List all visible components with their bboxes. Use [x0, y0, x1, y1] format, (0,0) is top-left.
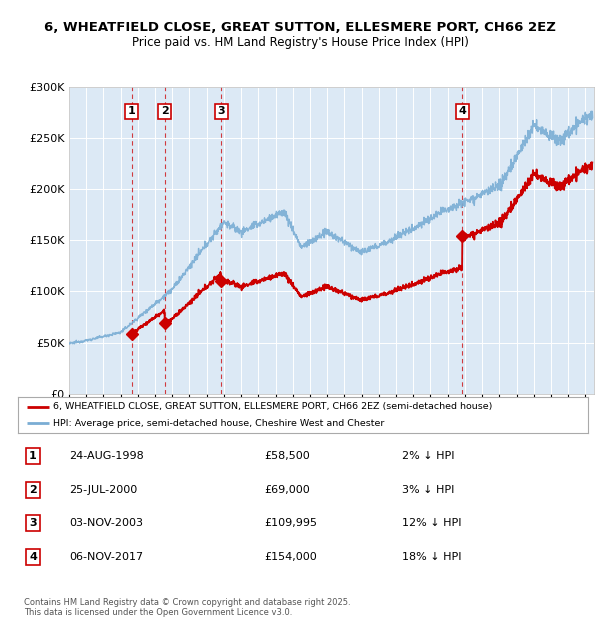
Text: £69,000: £69,000	[264, 485, 310, 495]
Text: This data is licensed under the Open Government Licence v3.0.: This data is licensed under the Open Gov…	[24, 608, 292, 617]
Text: 2: 2	[29, 485, 37, 495]
Text: £109,995: £109,995	[264, 518, 317, 528]
Text: HPI: Average price, semi-detached house, Cheshire West and Chester: HPI: Average price, semi-detached house,…	[53, 418, 385, 428]
Text: £58,500: £58,500	[264, 451, 310, 461]
Text: 18% ↓ HPI: 18% ↓ HPI	[402, 552, 461, 562]
Text: 4: 4	[458, 107, 466, 117]
Text: 3: 3	[217, 107, 225, 117]
Text: 2% ↓ HPI: 2% ↓ HPI	[402, 451, 455, 461]
Text: 1: 1	[128, 107, 136, 117]
Text: 3% ↓ HPI: 3% ↓ HPI	[402, 485, 454, 495]
Text: 6, WHEATFIELD CLOSE, GREAT SUTTON, ELLESMERE PORT, CH66 2EZ (semi-detached house: 6, WHEATFIELD CLOSE, GREAT SUTTON, ELLES…	[53, 402, 493, 411]
Text: 3: 3	[29, 518, 37, 528]
Text: 1: 1	[29, 451, 37, 461]
Text: 03-NOV-2003: 03-NOV-2003	[69, 518, 143, 528]
Text: 2: 2	[161, 107, 169, 117]
Text: 12% ↓ HPI: 12% ↓ HPI	[402, 518, 461, 528]
Text: 24-AUG-1998: 24-AUG-1998	[69, 451, 144, 461]
Text: Contains HM Land Registry data © Crown copyright and database right 2025.: Contains HM Land Registry data © Crown c…	[24, 598, 350, 607]
Text: £154,000: £154,000	[264, 552, 317, 562]
Text: 4: 4	[29, 552, 37, 562]
Text: 06-NOV-2017: 06-NOV-2017	[69, 552, 143, 562]
Text: 6, WHEATFIELD CLOSE, GREAT SUTTON, ELLESMERE PORT, CH66 2EZ: 6, WHEATFIELD CLOSE, GREAT SUTTON, ELLES…	[44, 22, 556, 34]
Text: 25-JUL-2000: 25-JUL-2000	[69, 485, 137, 495]
Text: Price paid vs. HM Land Registry's House Price Index (HPI): Price paid vs. HM Land Registry's House …	[131, 36, 469, 48]
